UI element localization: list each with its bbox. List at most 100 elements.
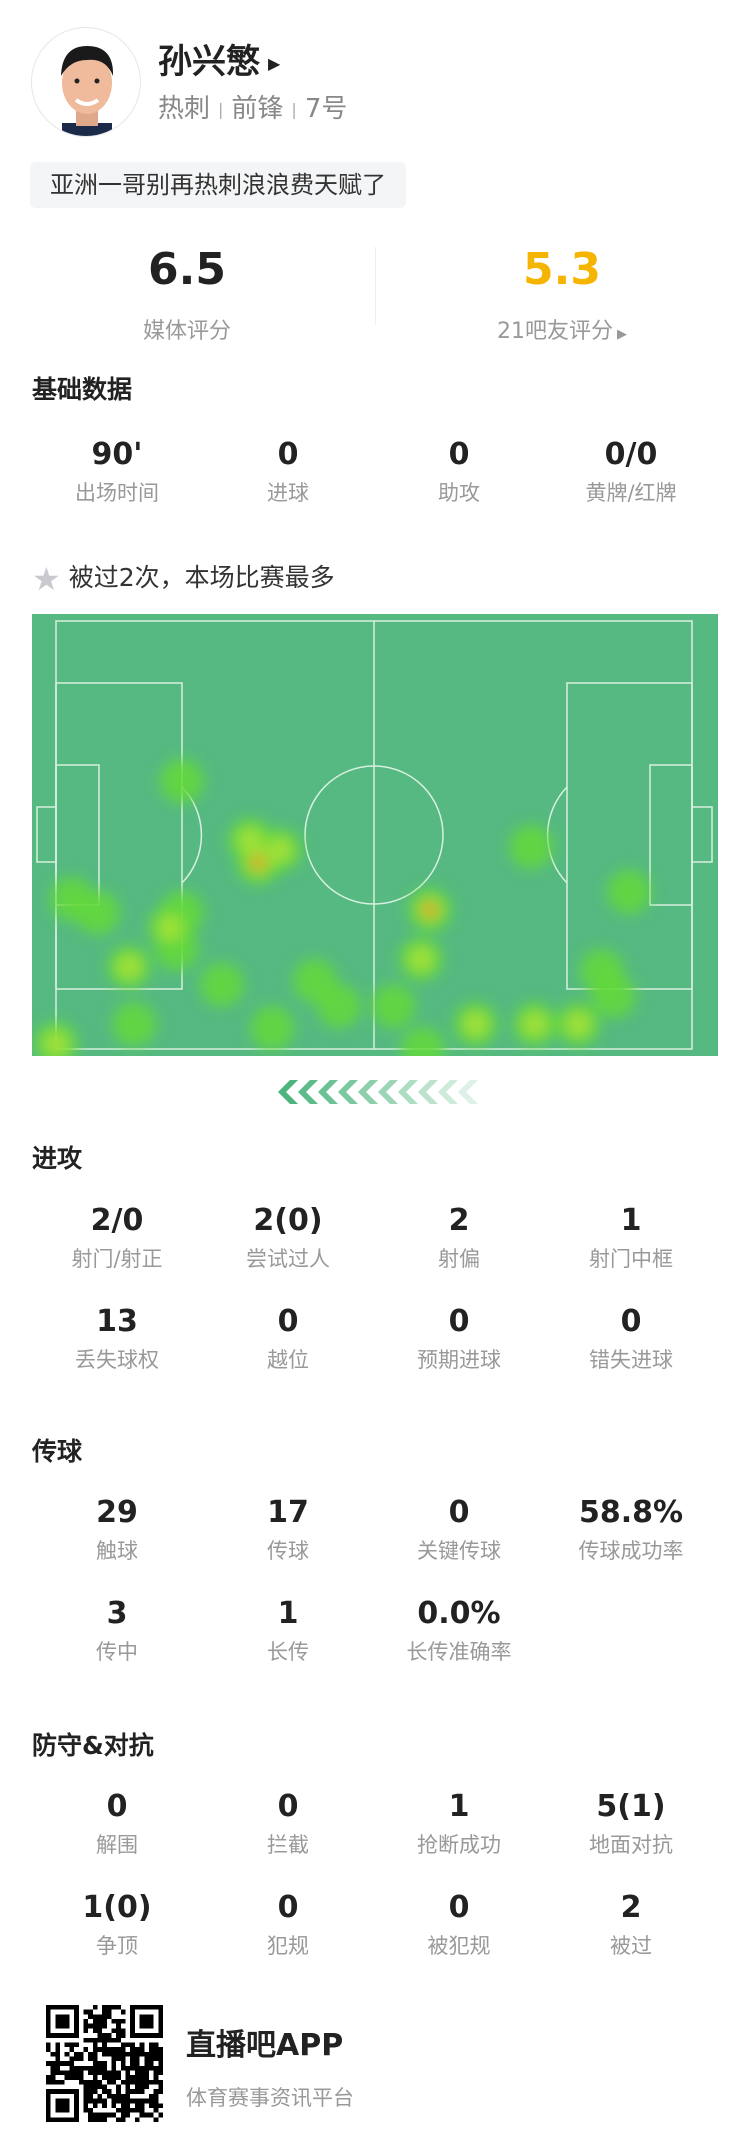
star-icon: ★ — [32, 560, 61, 598]
fan-rating-label: 21吧友评分 — [497, 319, 613, 344]
chevron-left-icon — [418, 1080, 438, 1104]
stat-label: 传球 — [267, 1539, 309, 1563]
stat-label: 争顶 — [96, 1934, 138, 1958]
heat-spot — [421, 901, 438, 918]
stat-item: 0 被犯规 — [373, 1890, 545, 1960]
heatmap-layer — [34, 759, 652, 1056]
qr-code-icon[interactable] — [46, 2005, 163, 2122]
stat-item: 0/0 黄牌/红牌 — [545, 437, 717, 507]
stat-value: 3 — [106, 1596, 128, 1631]
stat-label: 被过 — [610, 1934, 652, 1958]
heat-spot — [591, 973, 636, 1018]
stat-value: 29 — [96, 1495, 138, 1530]
stat-item: 0 拦截 — [202, 1789, 374, 1859]
fan-rating-value: 5.3 — [523, 244, 601, 295]
stat-value: 5(1) — [596, 1789, 666, 1824]
heat-spot — [156, 914, 183, 941]
heat-spot — [250, 854, 267, 871]
shirt-number: 7号 — [304, 94, 348, 124]
stat-item: 1 抢断成功 — [373, 1789, 545, 1859]
stat-value: 13 — [96, 1304, 138, 1339]
heat-spot — [250, 1006, 295, 1051]
stat-value: 0/0 — [604, 437, 658, 472]
caret-right-icon: ▶ — [617, 327, 627, 342]
chevron-left-icon — [438, 1080, 458, 1104]
stat-label: 尝试过人 — [246, 1247, 330, 1271]
heat-spot — [43, 1030, 69, 1056]
stat-value: 90' — [91, 437, 143, 472]
fan-rating[interactable]: 5.3 21吧友评分 ▶ — [437, 245, 687, 345]
stat-item: 2 被过 — [545, 1890, 717, 1960]
stat-label: 射门/射正 — [71, 1247, 163, 1271]
heat-spot — [75, 890, 120, 935]
stat-label: 长传准确率 — [406, 1640, 512, 1664]
stat-value: 0 — [277, 1304, 299, 1339]
comment-bubble[interactable]: 亚洲一哥别再热刺浪浪费天赋了 — [30, 162, 406, 208]
highlight-text: 被过2次，本场比赛最多 — [68, 563, 335, 592]
stat-item: 0 犯规 — [202, 1890, 374, 1960]
stat-label: 射门中框 — [589, 1247, 673, 1271]
chevron-left-icon — [458, 1080, 478, 1104]
stat-item: 0 解围 — [31, 1789, 203, 1859]
chevron-left-icon — [338, 1080, 358, 1104]
media-rating: 6.5 媒体评分 — [62, 245, 312, 345]
stat-value: 0 — [106, 1789, 128, 1824]
pitch-lines — [36, 620, 713, 1050]
attack-direction-arrows — [278, 1080, 478, 1104]
stat-label: 地面对抗 — [589, 1833, 673, 1857]
heat-spot — [565, 1011, 592, 1038]
player-name-link[interactable]: 孙兴慜 ▶ — [158, 34, 280, 83]
chevron-left-icon — [278, 1080, 298, 1104]
stat-label: 预期进球 — [417, 1348, 501, 1372]
stat-label: 关键传球 — [417, 1539, 501, 1563]
stat-label: 错失进球 — [589, 1348, 673, 1372]
separator: | — [218, 100, 224, 119]
stat-item: 2(0) 尝试过人 — [202, 1203, 374, 1273]
heat-spot — [112, 1002, 157, 1047]
heat-spot — [607, 869, 652, 914]
heat-spot — [521, 1011, 548, 1038]
stat-item: 0 错失进球 — [545, 1304, 717, 1374]
stat-item: 5(1) 地面对抗 — [545, 1789, 717, 1859]
chevron-left-icon — [398, 1080, 418, 1104]
stat-value: 1(0) — [82, 1890, 152, 1925]
heat-spot — [159, 759, 204, 804]
stat-item: 58.8% 传球成功率 — [545, 1495, 717, 1565]
stat-label: 触球 — [96, 1539, 138, 1563]
stat-item: 29 触球 — [31, 1495, 203, 1565]
stat-item: 90' 出场时间 — [31, 437, 203, 507]
stat-label: 射偏 — [438, 1247, 480, 1271]
stat-item: 1 射门中框 — [545, 1203, 717, 1273]
stat-label: 丢失球权 — [75, 1348, 159, 1372]
stat-item: 0 关键传球 — [373, 1495, 545, 1565]
stat-value: 0 — [448, 437, 470, 472]
heat-spot — [266, 836, 293, 863]
team-name: 热刺 — [158, 94, 211, 124]
stat-label: 被犯规 — [427, 1934, 491, 1958]
stat-value: 2 — [448, 1203, 470, 1238]
stat-label: 黄牌/红牌 — [585, 481, 677, 505]
stat-item: 17 传球 — [202, 1495, 374, 1565]
stat-label: 出场时间 — [75, 481, 159, 505]
stat-value: 58.8% — [578, 1495, 684, 1530]
separator: | — [291, 100, 297, 119]
stat-value: 2/0 — [90, 1203, 144, 1238]
stat-value: 1 — [277, 1596, 299, 1631]
stat-item: 0 进球 — [202, 437, 374, 507]
stat-label: 越位 — [267, 1348, 309, 1372]
chevron-left-icon — [298, 1080, 318, 1104]
stat-item: 1(0) 争顶 — [31, 1890, 203, 1960]
stat-value: 0 — [277, 1890, 299, 1925]
stat-item: 0 预期进球 — [373, 1304, 545, 1374]
stat-label: 进球 — [267, 481, 309, 505]
heat-spot — [371, 984, 416, 1029]
chevron-left-icon — [318, 1080, 338, 1104]
player-avatar — [31, 27, 141, 137]
heat-spot — [400, 1027, 445, 1056]
stat-item: 0.0% 长传准确率 — [373, 1596, 545, 1666]
player-name: 孙兴慜 — [158, 42, 260, 82]
media-rating-value: 6.5 — [148, 244, 226, 295]
stat-item: 1 长传 — [202, 1596, 374, 1666]
stat-value: 0 — [448, 1890, 470, 1925]
app-tagline: 体育赛事资讯平台 — [186, 2086, 354, 2110]
